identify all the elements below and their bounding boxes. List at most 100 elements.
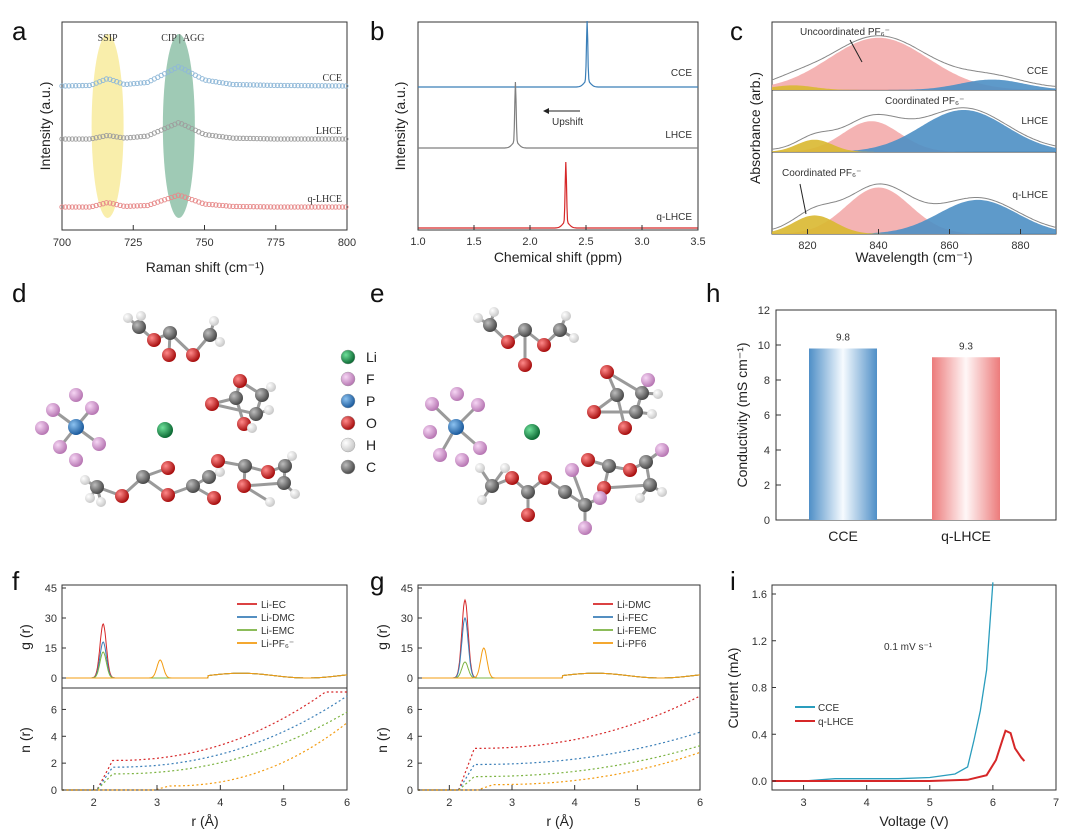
series-CCE-point [114,79,120,85]
series-CCE-point [62,83,69,89]
series-CCE-point [315,83,322,89]
atom-O-icon [261,465,275,479]
atom-O-icon [521,508,535,522]
y-tick-bottom-label: 4 [51,731,57,743]
series-q-LHCE-point [295,204,301,210]
x-tick-label: 5 [927,797,933,809]
series-q-LHCE-point [182,194,188,200]
y-tick-bottom-label: 4 [407,731,413,743]
panel-label-c: c [730,16,743,46]
series-LHCE-point [83,136,89,142]
atom-F-icon [425,397,439,411]
series-CCE-point [93,80,99,86]
series-LHCE-point [254,135,260,142]
series-q-LHCE-point [179,193,185,199]
series-CCE-point [230,81,236,88]
chart-b-ylabel: Intensity (a.u.) [392,82,408,171]
y-tick-top-label: 30 [401,613,413,625]
y-tick-top-label: 0 [407,673,413,685]
series-LHCE-point [73,136,79,142]
atom-H-icon [215,337,225,347]
peak-blue-fill [772,79,1056,90]
series-CCE-point [278,82,284,89]
series-q-LHCE-point [233,203,240,210]
y-tick-label: 12 [758,305,770,317]
series-LHCE-point [274,136,281,142]
atom-legend-P-icon [340,393,356,409]
series-q-LHCE-point [66,204,72,210]
series-CCE-point [247,82,253,88]
n-curve-Li-FEC [418,731,701,791]
x-tick-label: 3.0 [634,236,649,248]
series-LHCE-point [343,136,349,142]
n-curve-Li-DMC [418,695,701,791]
atom-F-icon [473,441,487,455]
series-CCE-point [138,80,144,86]
series-q-LHCE-point [336,204,342,210]
atom-F-icon [92,437,106,451]
chart-h: 9.8 CCE 9.3 q-LHCE 0 2 4 6 8 10 12 Conductivity (… [734,305,1057,544]
upshift-arrowhead [543,108,549,114]
atom-O-icon [186,348,200,362]
series-CCE-point [322,83,328,89]
x-tick-label: 6 [344,797,350,809]
chart-h-ylabel: Conductivity (mS cm⁻¹) [734,342,750,487]
atom-H-icon [635,493,645,503]
series-LHCE-point [322,136,328,142]
series-LHCE-point [141,133,147,139]
x-tick-label: 725 [124,237,142,249]
atom-C-icon [602,459,616,473]
series-CCE-point [134,80,140,86]
series-q-LHCE-point [267,204,274,210]
series-CCE-point [86,82,93,89]
bar-q-LHCE [932,357,1000,520]
series-CCE-point [295,82,301,89]
series-LHCE-point [285,136,291,142]
series-LHCE-point [114,134,120,140]
series-LHCE-point [216,133,222,140]
series-LHCE-point [220,134,226,140]
envelope-line [771,107,1057,150]
atom-Li-icon [524,424,540,440]
series-LHCE-point [213,133,219,139]
series-q-LHCE-point [69,204,75,210]
y-tick-label: 10 [758,340,770,352]
n-curve-Li-FEMC [418,745,701,791]
series-CCE-point [124,81,130,87]
atom-O-icon [600,365,614,379]
series-q-LHCE-point [134,203,140,209]
series-CCE-line [418,20,698,88]
chart-b: CCE LHCE q-LHCE 1.0 1.5 2.0 2.5 3.0 3.5 Upshift… [392,20,706,265]
atom-F-icon [53,440,67,454]
atom-C-icon [277,476,291,490]
series-LHCE-point [134,134,140,140]
series-CCE-point [257,82,264,88]
series-q-LHCE-point [298,204,305,210]
scan-rate-label: 0.1 mV s⁻¹ [884,642,933,653]
atom-H-icon [569,333,579,343]
atom-C-icon [90,480,104,494]
atom-H-icon [265,497,275,507]
x-tick-label: 775 [267,237,285,249]
series-q-LHCE-point [86,204,93,210]
atom-F-icon [69,388,83,402]
chart-f-ylabel-top: g (r) [17,624,33,650]
series-LHCE-point [237,135,243,141]
x-tick-label: 820 [798,240,816,252]
series-q-LHCE-point [261,204,267,210]
series-LHCE-point [66,136,72,142]
bar-value-label: 9.3 [959,341,973,352]
series-label-LHCE: LHCE [1021,116,1048,127]
series-LHCE-point [117,134,123,141]
series-q-LHCE-point [322,204,328,210]
atom-C-icon [635,386,649,400]
x-tick-label: 2.5 [578,236,593,248]
atom-O-icon [623,463,637,477]
atom-legend-P-label: P [366,393,375,409]
atom-F-icon [46,403,60,417]
y-tick-label: 0.4 [752,729,767,741]
upshift-label: Upshift [552,117,583,128]
series-q-LHCE-point [117,202,123,209]
series-LHCE-point [315,136,322,142]
